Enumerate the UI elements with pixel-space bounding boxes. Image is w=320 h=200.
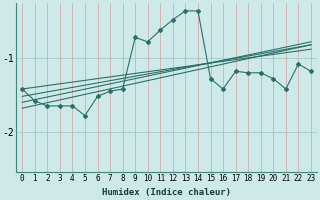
X-axis label: Humidex (Indice chaleur): Humidex (Indice chaleur) [102, 188, 231, 197]
